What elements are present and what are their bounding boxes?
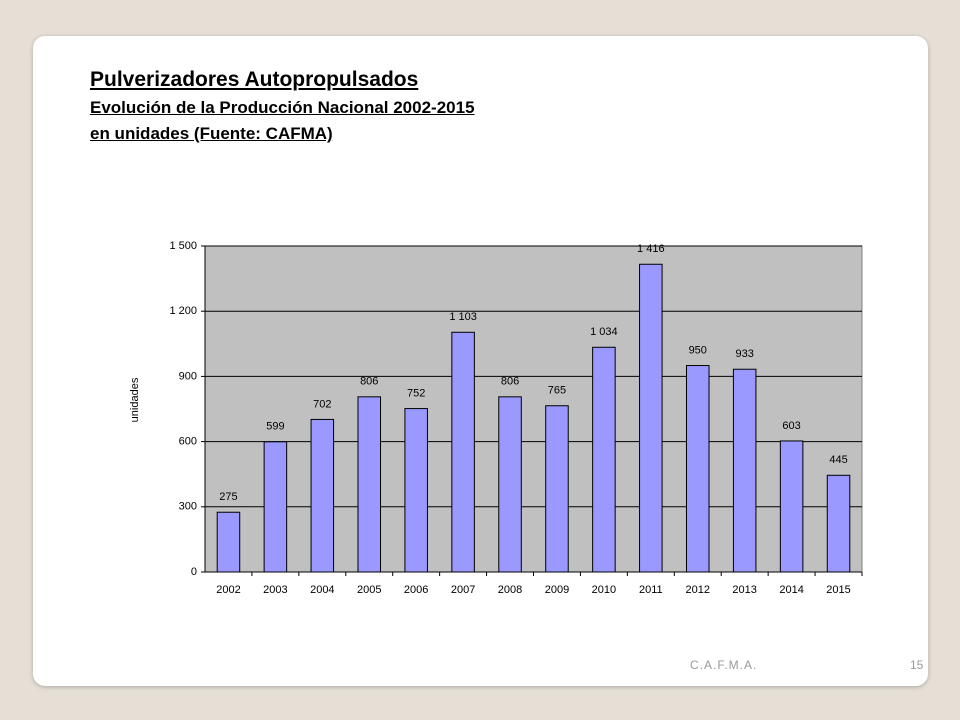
value-label: 1 416 <box>637 243 665 255</box>
slide-title: Pulverizadores Autopropulsados <box>90 68 419 91</box>
value-label: 933 <box>735 348 753 360</box>
x-tick-label: 2007 <box>451 584 475 596</box>
x-tick-label: 2008 <box>498 584 522 596</box>
bar <box>216 511 241 573</box>
value-label: 806 <box>501 376 519 388</box>
x-tick-label: 2010 <box>592 584 616 596</box>
x-tick-label: 2003 <box>263 584 287 596</box>
footer: C.A.F.M.A. <box>690 658 757 672</box>
value-label: 752 <box>407 387 425 399</box>
y-tick-label: 1 200 <box>169 305 197 317</box>
y-tick-label: 600 <box>179 436 197 448</box>
x-tick-label: 2009 <box>545 584 569 596</box>
x-tick-label: 2015 <box>826 584 850 596</box>
x-tick-label: 2014 <box>779 584 803 596</box>
bar <box>357 396 382 573</box>
bar <box>685 365 710 573</box>
value-label: 599 <box>266 421 284 433</box>
value-label: 765 <box>548 385 566 397</box>
y-tick-label: 1 500 <box>169 240 197 252</box>
slide-note: en unidades (Fuente: CAFMA) <box>90 124 333 143</box>
page-number: 15 <box>910 658 924 672</box>
bar <box>639 263 663 573</box>
value-label: 445 <box>829 454 847 466</box>
bar <box>498 396 522 573</box>
y-tick-label: 300 <box>179 501 197 513</box>
value-label: 950 <box>689 344 707 356</box>
bar <box>545 405 569 573</box>
x-tick-label: 2011 <box>639 584 663 596</box>
value-label: 702 <box>313 398 331 410</box>
bar <box>310 418 335 573</box>
y-tick-label: 0 <box>191 566 197 578</box>
y-axis-label: unidades <box>129 377 141 422</box>
bar <box>592 346 616 573</box>
bar <box>732 368 757 573</box>
x-tick-label: 2012 <box>686 584 710 596</box>
bar <box>451 331 475 573</box>
value-label: 275 <box>219 491 237 503</box>
plot-area <box>204 245 863 573</box>
y-tick-label: 900 <box>179 370 197 382</box>
bar <box>826 474 851 573</box>
x-tick-label: 2006 <box>404 584 428 596</box>
x-tick-label: 2013 <box>732 584 756 596</box>
bar <box>263 441 288 573</box>
value-label: 1 034 <box>590 326 618 338</box>
value-label: 603 <box>782 420 800 432</box>
value-label: 806 <box>360 376 378 388</box>
bar <box>779 440 804 573</box>
x-tick-label: 2005 <box>357 584 381 596</box>
slide-subtitle: Evolución de la Producción Nacional 2002… <box>90 98 475 117</box>
x-tick-label: 2002 <box>216 584 240 596</box>
value-label: 1 103 <box>449 311 477 323</box>
x-tick-label: 2004 <box>310 584 334 596</box>
bar <box>404 408 428 573</box>
